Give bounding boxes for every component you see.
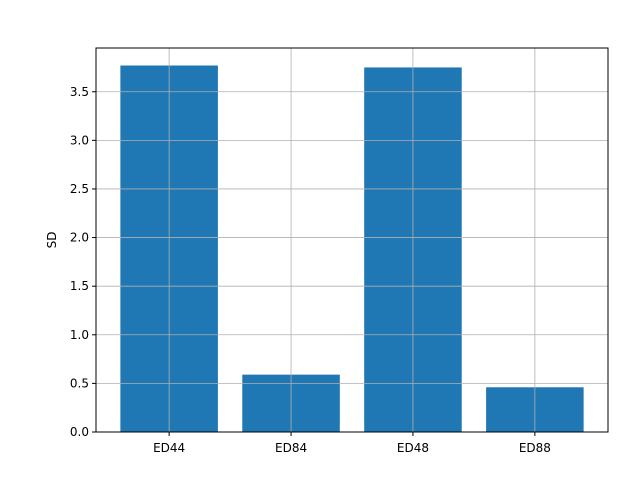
plot-area: 0.0 0.5 1.0 1.5 2.0 2.5 3.0 3.5 ED44 ED84 ED48 ED8… bbox=[70, 47, 609, 455]
y-tick-label: 0.5 bbox=[70, 376, 89, 390]
y-tick-label: 1.0 bbox=[70, 328, 89, 342]
axes-frame bbox=[95, 47, 609, 433]
x-tick-label-ed88: ED88 bbox=[519, 441, 551, 455]
y-axis-ticks: 0.0 0.5 1.0 1.5 2.0 2.5 3.0 3.5 bbox=[70, 85, 96, 439]
x-axis-ticks: ED44 ED84 ED48 ED88 bbox=[153, 432, 551, 455]
x-tick-label-ed44: ED44 bbox=[153, 441, 185, 455]
y-tick-label: 0.0 bbox=[70, 425, 89, 439]
y-tick-label: 3.0 bbox=[70, 133, 89, 147]
x-tick-label-ed84: ED84 bbox=[275, 441, 307, 455]
y-tick-label: 2.5 bbox=[70, 182, 89, 196]
y-tick-label: 1.5 bbox=[70, 279, 89, 293]
y-tick-label: 2.0 bbox=[70, 231, 89, 245]
x-tick-label-ed48: ED48 bbox=[397, 441, 429, 455]
y-tick-label: 3.5 bbox=[70, 85, 89, 99]
y-axis-label: SD bbox=[45, 232, 59, 249]
